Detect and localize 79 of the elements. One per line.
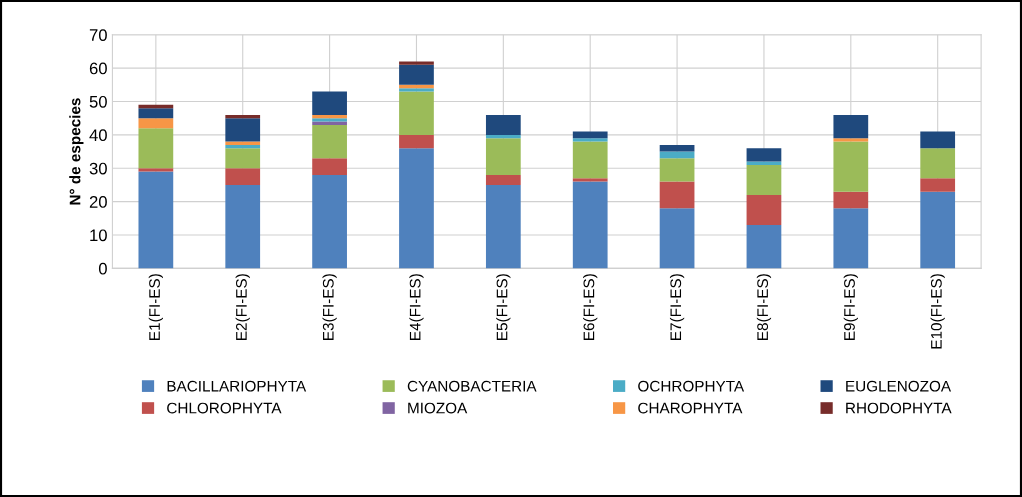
bar [225,118,261,142]
legend-label: CHAROPHYTA [638,402,743,414]
bar [920,148,956,179]
x-tick-label: E3(FI-ES) [322,274,337,340]
bar [485,184,521,269]
x-tick-label: E5(FI-ES) [496,274,511,340]
bar [920,131,956,149]
bar [312,174,347,269]
bar [399,84,434,89]
y-tick-label: 60 [89,62,107,75]
x-tick-label: E4(FI-ES) [409,274,424,340]
bar [312,91,347,115]
bar [485,134,521,139]
legend-label: CYANOBACTERIA [407,380,537,392]
bar [399,134,434,149]
bar [312,114,347,119]
bar [659,158,695,182]
x-tick-label: E9(FI-ES) [843,274,858,340]
bar [572,138,608,142]
bar [138,168,174,172]
bar [399,88,434,92]
bar [746,225,782,269]
bar [138,171,174,269]
bar [138,108,174,119]
bar [312,124,347,159]
y-tick-label: 40 [89,129,107,142]
y-axis-title: N° de especies [69,98,84,205]
bar [833,208,869,269]
legend-label: EUGLENOZOA [846,380,952,392]
bar [225,148,261,169]
bar [920,191,956,269]
legend-label: BACILLARIOPHYTA [167,380,307,392]
bar [485,174,521,185]
bar [485,114,521,135]
bar [399,148,434,269]
bar [572,131,608,139]
x-tick-label: E1(FI-ES) [148,274,163,340]
legend-label: CHLOROPHYTA [167,402,282,414]
bar [920,178,956,192]
y-tick-label: 10 [90,229,107,242]
bar [399,91,434,135]
legend-label: MIOZOA [408,402,468,414]
bar [138,128,174,169]
y-tick-label: 70 [89,29,107,41]
bar [399,64,434,85]
bar [225,114,261,119]
bar [659,144,695,152]
bar [833,141,869,192]
bar [572,141,608,179]
y-tick-label: 30 [89,162,107,175]
bar [485,138,521,175]
bar [225,168,261,185]
legend-label: RHODOPHYTA [846,402,952,414]
y-tick-label: 20 [89,196,107,208]
legend-label: OCHROPHYTA [638,380,745,392]
x-tick-label: E6(FI-ES) [583,274,598,340]
bar [833,138,869,142]
bar [399,61,434,65]
bar [138,104,174,109]
bar [746,148,782,162]
bar [746,194,782,225]
bar [225,144,261,149]
bar [572,178,608,182]
bar [225,141,261,145]
bar [138,118,174,129]
x-tick-label: E7(FI-ES) [669,274,685,340]
x-tick-label: E8(FI-ES) [756,274,772,340]
bar [833,114,869,139]
bar [225,184,261,269]
bar [833,191,869,209]
bar [312,158,347,175]
bar [659,181,695,209]
y-tick-label: 50 [89,95,107,108]
bar [659,208,695,269]
y-tick-label: 0 [98,262,107,275]
x-tick-label: E2(FI-ES) [235,274,250,340]
bar [746,164,782,195]
bar [572,181,608,269]
x-tick-label: E10(FI-ES) [930,274,945,349]
